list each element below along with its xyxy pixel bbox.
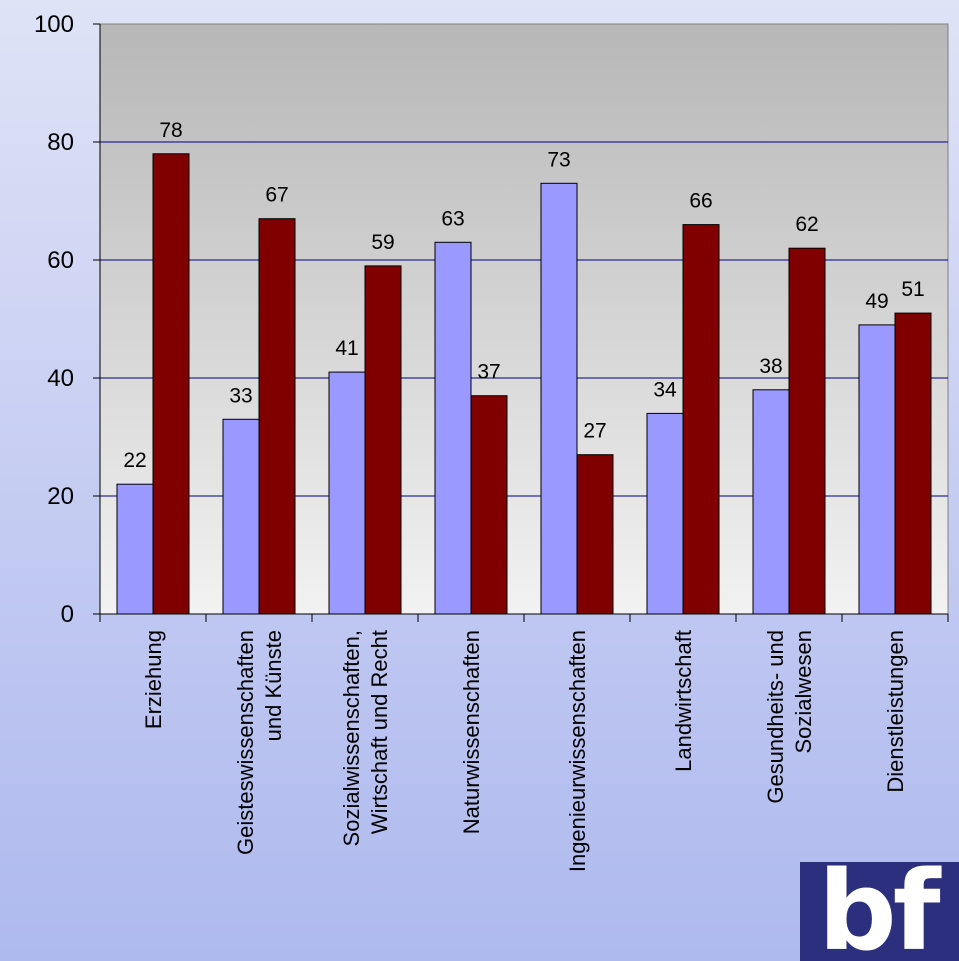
data-label: 49 [865, 290, 888, 313]
data-label: 22 [123, 449, 146, 472]
bar [894, 312, 932, 615]
y-tick-label: 80 [47, 129, 74, 156]
y-tick-label: 0 [61, 601, 74, 628]
bar [576, 454, 614, 615]
data-label: 34 [653, 378, 677, 401]
data-label: 78 [159, 119, 182, 142]
y-tick-label: 20 [47, 483, 74, 510]
data-label: 27 [583, 420, 606, 443]
data-label: 62 [795, 213, 818, 236]
x-category-label: Gesundheits- und [763, 630, 788, 804]
logo: bf [800, 862, 959, 961]
x-category-label: Ingenieurwissenschaften [565, 630, 590, 872]
data-label: 66 [689, 190, 712, 213]
x-category-label: Geisteswissenschaften [233, 630, 258, 855]
data-label: 41 [335, 337, 358, 360]
y-tick-label: 100 [34, 11, 74, 38]
bar [364, 265, 402, 615]
bar [646, 412, 684, 615]
data-label: 38 [759, 355, 782, 378]
bar [540, 182, 578, 615]
bar [116, 483, 154, 615]
y-tick-label: 60 [47, 247, 74, 274]
bar [222, 418, 260, 615]
bar [434, 241, 472, 615]
x-category-label: Wirtschaft und Recht [367, 630, 392, 834]
data-label: 37 [477, 361, 500, 384]
bar [470, 395, 508, 615]
y-tick-label: 40 [47, 365, 74, 392]
x-category-label: Sozialwesen [791, 630, 816, 754]
bar [328, 371, 366, 615]
bar [152, 153, 190, 615]
data-label: 33 [229, 384, 252, 407]
x-category-label: Landwirtschaft [671, 630, 696, 772]
bar [682, 224, 720, 615]
data-label: 67 [265, 184, 288, 207]
data-label: 73 [547, 148, 570, 171]
data-label: 59 [371, 231, 394, 254]
data-label: 63 [441, 207, 464, 230]
data-label: 51 [901, 278, 924, 301]
bar [858, 324, 896, 615]
x-category-label: Sozialwissenschaften, [339, 630, 364, 846]
x-category-label: Erziehung [141, 630, 166, 729]
bar [258, 218, 296, 615]
x-category-label: und Künste [261, 630, 286, 741]
x-category-label: Naturwissenschaften [459, 630, 484, 834]
x-category-label: Dienstleistungen [883, 630, 908, 793]
logo-text: bf [818, 862, 941, 961]
bar [788, 247, 826, 615]
bar [752, 389, 790, 615]
